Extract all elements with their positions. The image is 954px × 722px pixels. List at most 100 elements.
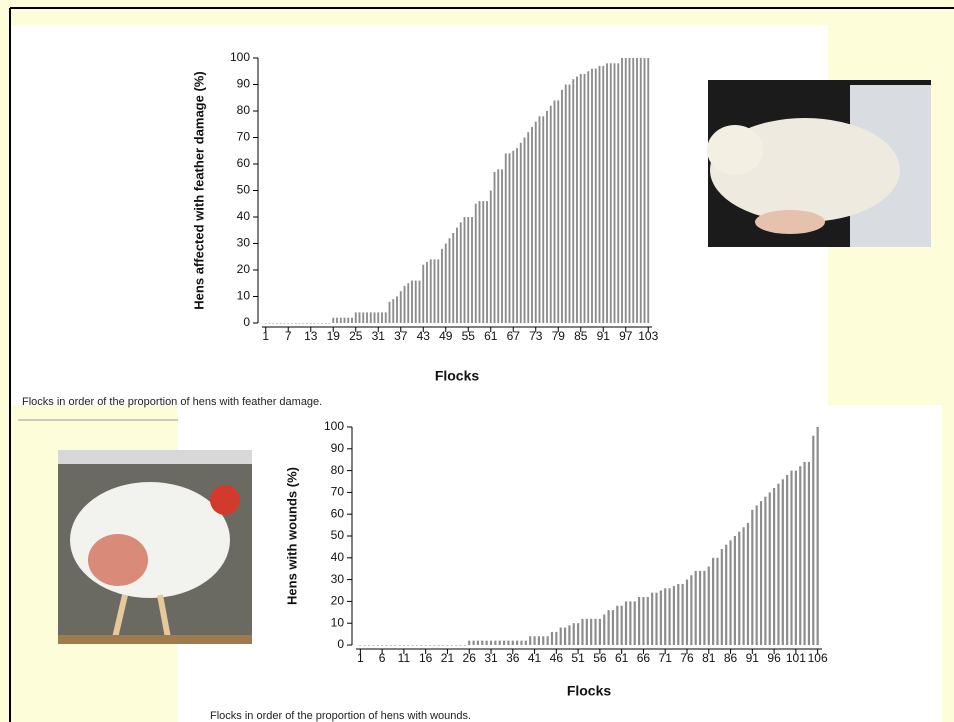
- bar: [425, 645, 427, 646]
- bar: [456, 228, 458, 323]
- slide: 0102030405060708090100171319253137434955…: [0, 0, 954, 722]
- bar: [411, 281, 413, 323]
- y-tick-label: 10: [237, 289, 251, 303]
- x-tick-label: 91: [746, 651, 760, 665]
- bar: [381, 645, 383, 646]
- x-tick-label: 36: [506, 651, 520, 665]
- bar: [509, 153, 511, 323]
- bar: [280, 323, 282, 324]
- x-tick-label: 103: [638, 329, 658, 343]
- x-tick-label: 26: [463, 651, 477, 665]
- bar: [769, 492, 771, 645]
- bar: [377, 312, 379, 323]
- bar: [743, 527, 745, 645]
- bar: [306, 323, 308, 324]
- bar: [629, 58, 631, 323]
- bar: [547, 636, 549, 645]
- bar: [664, 588, 666, 645]
- x-tick-label: 67: [507, 329, 521, 343]
- x-tick-label: 97: [619, 329, 633, 343]
- bar: [638, 597, 640, 645]
- bar: [490, 191, 492, 324]
- bar: [602, 66, 604, 323]
- bar: [516, 641, 518, 645]
- bar: [560, 628, 562, 645]
- bar: [799, 466, 801, 645]
- bar: [442, 645, 444, 646]
- bar: [546, 111, 548, 323]
- y-tick-label: 100: [324, 419, 344, 433]
- x-tick-label: 43: [417, 329, 431, 343]
- bar: [539, 116, 541, 323]
- bar: [632, 58, 634, 323]
- bar: [407, 283, 409, 323]
- x-tick-label: 31: [372, 329, 386, 343]
- bar: [621, 58, 623, 323]
- bar: [477, 641, 479, 645]
- bar: [533, 636, 535, 645]
- bar: [329, 323, 331, 324]
- bar: [535, 122, 537, 323]
- bar: [368, 645, 370, 646]
- bar: [695, 571, 697, 645]
- x-tick-label: 61: [484, 329, 498, 343]
- x-tick-label: 31: [484, 651, 498, 665]
- bar: [372, 645, 374, 646]
- bar: [370, 312, 372, 323]
- x-tick-label: 37: [394, 329, 408, 343]
- bar: [568, 625, 570, 645]
- bar: [555, 632, 557, 645]
- bar: [438, 645, 440, 646]
- x-tick-label: 66: [637, 651, 651, 665]
- bar: [773, 488, 775, 645]
- bar: [325, 323, 327, 324]
- bar: [295, 323, 297, 324]
- bar: [486, 641, 488, 645]
- bar: [455, 645, 457, 646]
- bar: [366, 312, 368, 323]
- bar: [660, 591, 662, 646]
- bar: [398, 645, 400, 646]
- x-tick-label: 19: [327, 329, 341, 343]
- bar: [505, 153, 507, 323]
- bar: [381, 312, 383, 323]
- bar: [576, 77, 578, 323]
- bar: [531, 127, 533, 323]
- y-tick-label: 70: [237, 130, 251, 144]
- bar: [651, 593, 653, 645]
- bar: [364, 645, 366, 646]
- y-tick-label: 30: [331, 572, 345, 586]
- x-tick-label: 46: [550, 651, 564, 665]
- bar: [760, 501, 762, 645]
- bar: [394, 645, 396, 646]
- bar: [786, 475, 788, 645]
- bar: [525, 641, 527, 645]
- bar: [690, 575, 692, 645]
- bar: [340, 318, 342, 323]
- bar: [655, 593, 657, 645]
- x-axis-label: Flocks: [435, 368, 480, 384]
- bar: [407, 645, 409, 646]
- x-axis-label: Flocks: [567, 683, 612, 699]
- bar: [412, 645, 414, 646]
- bar: [587, 71, 589, 323]
- x-tick-label: 7: [285, 329, 292, 343]
- bar: [586, 619, 588, 645]
- y-tick-label: 90: [237, 77, 251, 91]
- bar: [287, 323, 289, 324]
- x-tick-label: 16: [419, 651, 433, 665]
- bar: [603, 614, 605, 645]
- bar: [351, 318, 353, 323]
- bar: [550, 106, 552, 323]
- y-tick-label: 90: [331, 441, 345, 455]
- bar: [599, 66, 601, 323]
- bar: [464, 645, 466, 646]
- bar: [581, 619, 583, 645]
- x-tick-label: 81: [702, 651, 716, 665]
- bar: [467, 217, 469, 323]
- bar: [551, 632, 553, 645]
- bar: [644, 58, 646, 323]
- y-axis-label: Hens affected with feather damage (%): [191, 71, 206, 309]
- bar: [299, 323, 301, 324]
- x-tick-label: 11: [398, 651, 411, 665]
